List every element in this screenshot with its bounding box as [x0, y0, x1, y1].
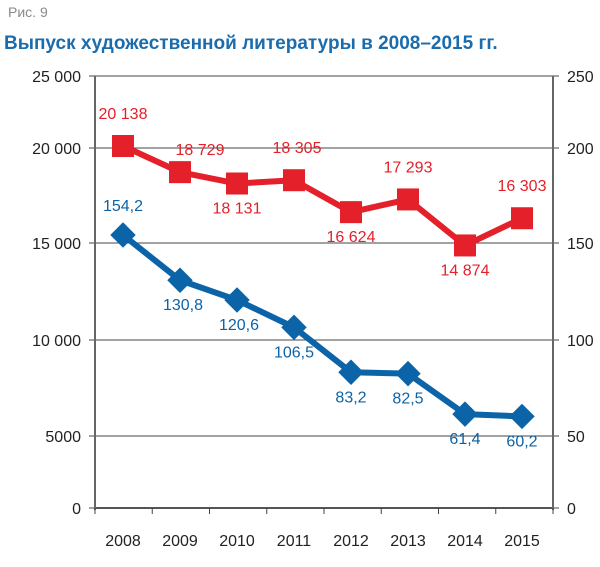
titles-marker — [283, 169, 305, 192]
right-tick-label: 50 — [567, 429, 585, 446]
x-tick-label: 2012 — [333, 533, 369, 550]
x-tick-label: 2008 — [105, 533, 141, 550]
titles-data-label: 16 624 — [327, 229, 376, 246]
x-tick-label: 2014 — [447, 533, 483, 550]
titles-marker — [112, 135, 134, 158]
titles-data-label: 17 293 — [384, 159, 433, 176]
right-tick-label: 250 — [567, 69, 594, 86]
right-tick-label: 0 — [567, 501, 576, 518]
titles-marker — [511, 207, 533, 230]
circulation-data-label: 130,8 — [163, 297, 203, 314]
circulation-marker — [395, 360, 421, 387]
left-tick-label: 5000 — [45, 429, 81, 446]
circulation-marker — [281, 314, 307, 341]
titles-line — [121, 143, 524, 249]
titles-data-label: 18 305 — [273, 140, 322, 157]
titles-marker — [397, 188, 419, 211]
circulation-marker — [452, 401, 478, 427]
titles-data-label: 16 303 — [498, 178, 547, 195]
titles-marker — [226, 172, 248, 195]
titles-marker — [169, 161, 191, 184]
right-tick-label: 150 — [567, 236, 594, 253]
left-tick-label: 10 000 — [32, 333, 81, 350]
left-tick-label: 15 000 — [32, 236, 81, 253]
titles-data-label: 18 729 — [176, 142, 225, 159]
titles-marker — [454, 234, 476, 257]
titles-data-label: 20 138 — [99, 106, 148, 123]
figure-label: Рис. 9 — [8, 4, 48, 20]
chart-title: Выпуск художественной литературы в 2008–… — [4, 33, 498, 54]
x-tick-label: 2013 — [390, 533, 426, 550]
circulation-data-label: 61,4 — [449, 431, 480, 448]
x-tick-label: 2011 — [277, 533, 312, 550]
titles-data-label: 18 131 — [213, 201, 262, 218]
titles-data-label: 14 874 — [441, 262, 490, 279]
circulation-data-label: 60,2 — [506, 433, 537, 450]
x-tick-label: 2010 — [219, 533, 255, 550]
circulation-marker — [509, 403, 535, 430]
circulation-data-label: 83,2 — [335, 389, 366, 406]
circulation-data-label: 82,5 — [392, 391, 423, 408]
circulation-marker — [338, 359, 364, 385]
circulation-marker — [224, 287, 250, 313]
x-tick-label: 2015 — [504, 533, 540, 550]
left-tick-label: 0 — [72, 501, 81, 518]
x-tick-label: 2009 — [162, 533, 198, 550]
titles-marker — [340, 201, 362, 224]
left-tick-label: 20 000 — [32, 141, 81, 158]
circulation-data-label: 154,2 — [103, 198, 143, 215]
right-tick-label: 100 — [567, 333, 594, 350]
right-tick-label: 200 — [567, 141, 594, 158]
circulation-data-label: 106,5 — [274, 344, 314, 361]
circulation-data-label: 120,6 — [219, 317, 259, 334]
left-tick-label: 25 000 — [32, 69, 81, 86]
circulation-marker — [167, 267, 193, 293]
circulation-line — [121, 232, 523, 420]
